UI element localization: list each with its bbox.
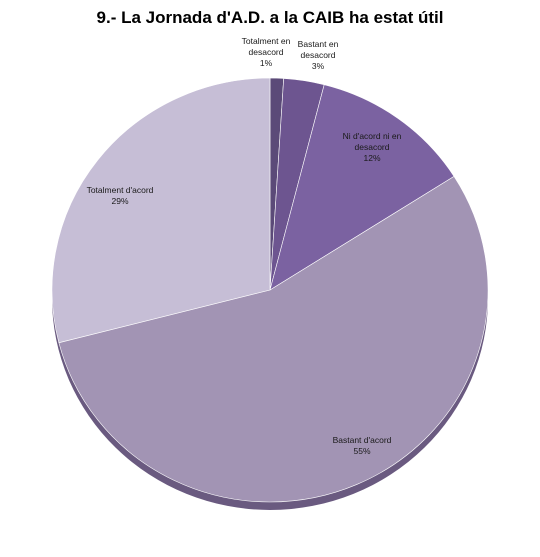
slice-label-4: Totalment d'acord 29%	[87, 185, 154, 206]
slice-label-3: Bastant d'acord 55%	[333, 435, 392, 456]
pie-slice-2	[269, 84, 455, 291]
pie-slice-4	[51, 77, 271, 344]
pie-slice-3	[58, 175, 489, 503]
pie-slice-layer	[51, 77, 489, 503]
slice-label-1: Bastant en desacord 3%	[298, 39, 339, 71]
slice-label-0: Totalment en desacord 1%	[242, 36, 291, 68]
slice-label-2: Ni d'acord ni en desacord 12%	[343, 131, 402, 163]
pie-label-layer: Totalment en desacord 1%Bastant en desacord…	[87, 36, 402, 456]
chart-title: 9.- La Jornada d'A.D. a la CAIB ha estat…	[96, 8, 444, 27]
